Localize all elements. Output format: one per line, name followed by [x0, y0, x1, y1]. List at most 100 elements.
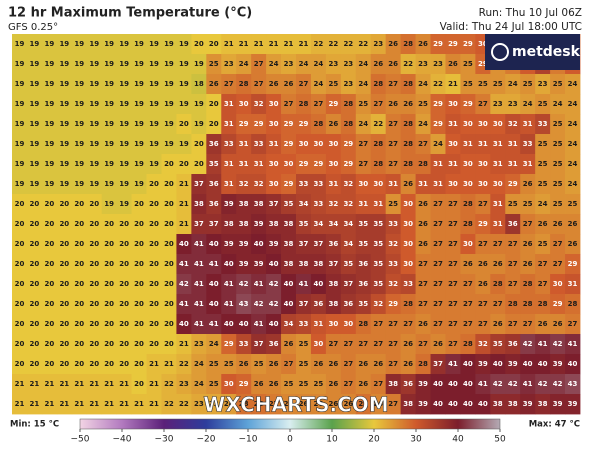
- cell-value: 28: [358, 320, 368, 328]
- cell-value: 19: [104, 60, 114, 68]
- cell-value: 35: [358, 220, 368, 228]
- cell: [460, 394, 476, 415]
- cell: [71, 54, 88, 75]
- cell-value: 38: [299, 260, 309, 268]
- cell-value: 20: [104, 220, 114, 228]
- cell: [505, 74, 521, 95]
- cell-value: 38: [493, 400, 503, 408]
- cell: [176, 314, 192, 335]
- cell: [340, 394, 357, 415]
- cell: [281, 294, 297, 315]
- grid: 19 19 19 19 19 19 19 19 19 19 19 19 20 20 21 21 21 21 21 21…: [12, 34, 581, 415]
- cell-value: 33: [388, 220, 398, 228]
- cell: [475, 154, 491, 175]
- cell: [131, 194, 147, 215]
- cell-value: 20: [44, 360, 54, 368]
- cell: [236, 174, 252, 195]
- watermark: WXCHARTS.COM: [203, 393, 388, 417]
- cell: [56, 334, 73, 355]
- cell: [116, 54, 132, 75]
- cell: [26, 334, 43, 355]
- cell: [520, 134, 536, 155]
- cell-value: 26: [388, 100, 398, 108]
- cell-value: 28: [463, 220, 473, 228]
- cell-value: 33: [388, 260, 398, 268]
- cell-value: 38: [388, 380, 398, 388]
- cell-value: 26: [328, 120, 338, 128]
- cell-value: 26: [239, 360, 249, 368]
- cell-value: 40: [239, 320, 249, 328]
- cell: [251, 394, 267, 415]
- cell-value: 19: [164, 80, 174, 88]
- cell: [101, 74, 118, 95]
- cell: [400, 114, 416, 135]
- cell-value: 23: [328, 60, 338, 68]
- cell: [565, 354, 581, 375]
- cell: [191, 154, 207, 175]
- cell: [430, 154, 446, 175]
- cell: [460, 214, 476, 235]
- cell: [445, 54, 461, 75]
- cell: [475, 274, 491, 295]
- cell: [56, 154, 73, 175]
- cell-value: 20: [15, 340, 25, 348]
- cell: [385, 374, 402, 395]
- cell: [565, 374, 581, 395]
- cell: [206, 114, 222, 135]
- cell: [146, 194, 162, 215]
- cell: [71, 214, 88, 235]
- cell-value: 19: [134, 100, 144, 108]
- cell-value: 32: [343, 180, 353, 188]
- cell: [550, 314, 566, 335]
- cell: [340, 174, 357, 195]
- cell: [385, 194, 402, 215]
- cell: [26, 94, 43, 115]
- cell: [445, 274, 461, 295]
- cell: [281, 374, 297, 395]
- cell: [430, 294, 446, 315]
- cell: [490, 94, 506, 115]
- cell: [310, 174, 327, 195]
- cell: [400, 74, 416, 95]
- cell: [565, 314, 581, 335]
- cell-value: 19: [30, 180, 40, 188]
- cell-value: 20: [164, 240, 174, 248]
- cell: [26, 114, 43, 135]
- cell: [266, 214, 282, 235]
- cell: [400, 354, 416, 375]
- cell: [71, 34, 88, 55]
- cell-value: 30: [448, 140, 458, 148]
- cell: [221, 134, 237, 155]
- colorbar-tick-label: 10: [326, 435, 338, 445]
- cell: [520, 274, 536, 295]
- cell-value: 26: [358, 360, 368, 368]
- cell-value: 26: [314, 360, 324, 368]
- cell: [296, 74, 312, 95]
- cell: [340, 314, 357, 335]
- cell: [251, 74, 267, 95]
- cell-value: 21: [30, 400, 40, 408]
- cell-value: 31: [388, 180, 398, 188]
- cell-value: 24: [523, 100, 533, 108]
- cell-value: 21: [44, 380, 54, 388]
- cell: [385, 94, 402, 115]
- cell-value: 40: [179, 240, 189, 248]
- cell: [296, 54, 312, 75]
- cell: [296, 354, 312, 375]
- cell: [131, 174, 147, 195]
- cell: [266, 334, 282, 355]
- cell-value: 19: [134, 80, 144, 88]
- cell: [221, 194, 237, 215]
- cell: [385, 314, 402, 335]
- cell: [146, 234, 162, 255]
- cell: [550, 174, 566, 195]
- cell-value: 26: [538, 220, 548, 228]
- cell-value: 21: [30, 380, 40, 388]
- cell: [71, 274, 88, 295]
- cell: [131, 294, 147, 315]
- cell-value: 40: [314, 280, 324, 288]
- cell: [221, 234, 237, 255]
- cell-value: 38: [284, 240, 294, 248]
- cell: [296, 114, 312, 135]
